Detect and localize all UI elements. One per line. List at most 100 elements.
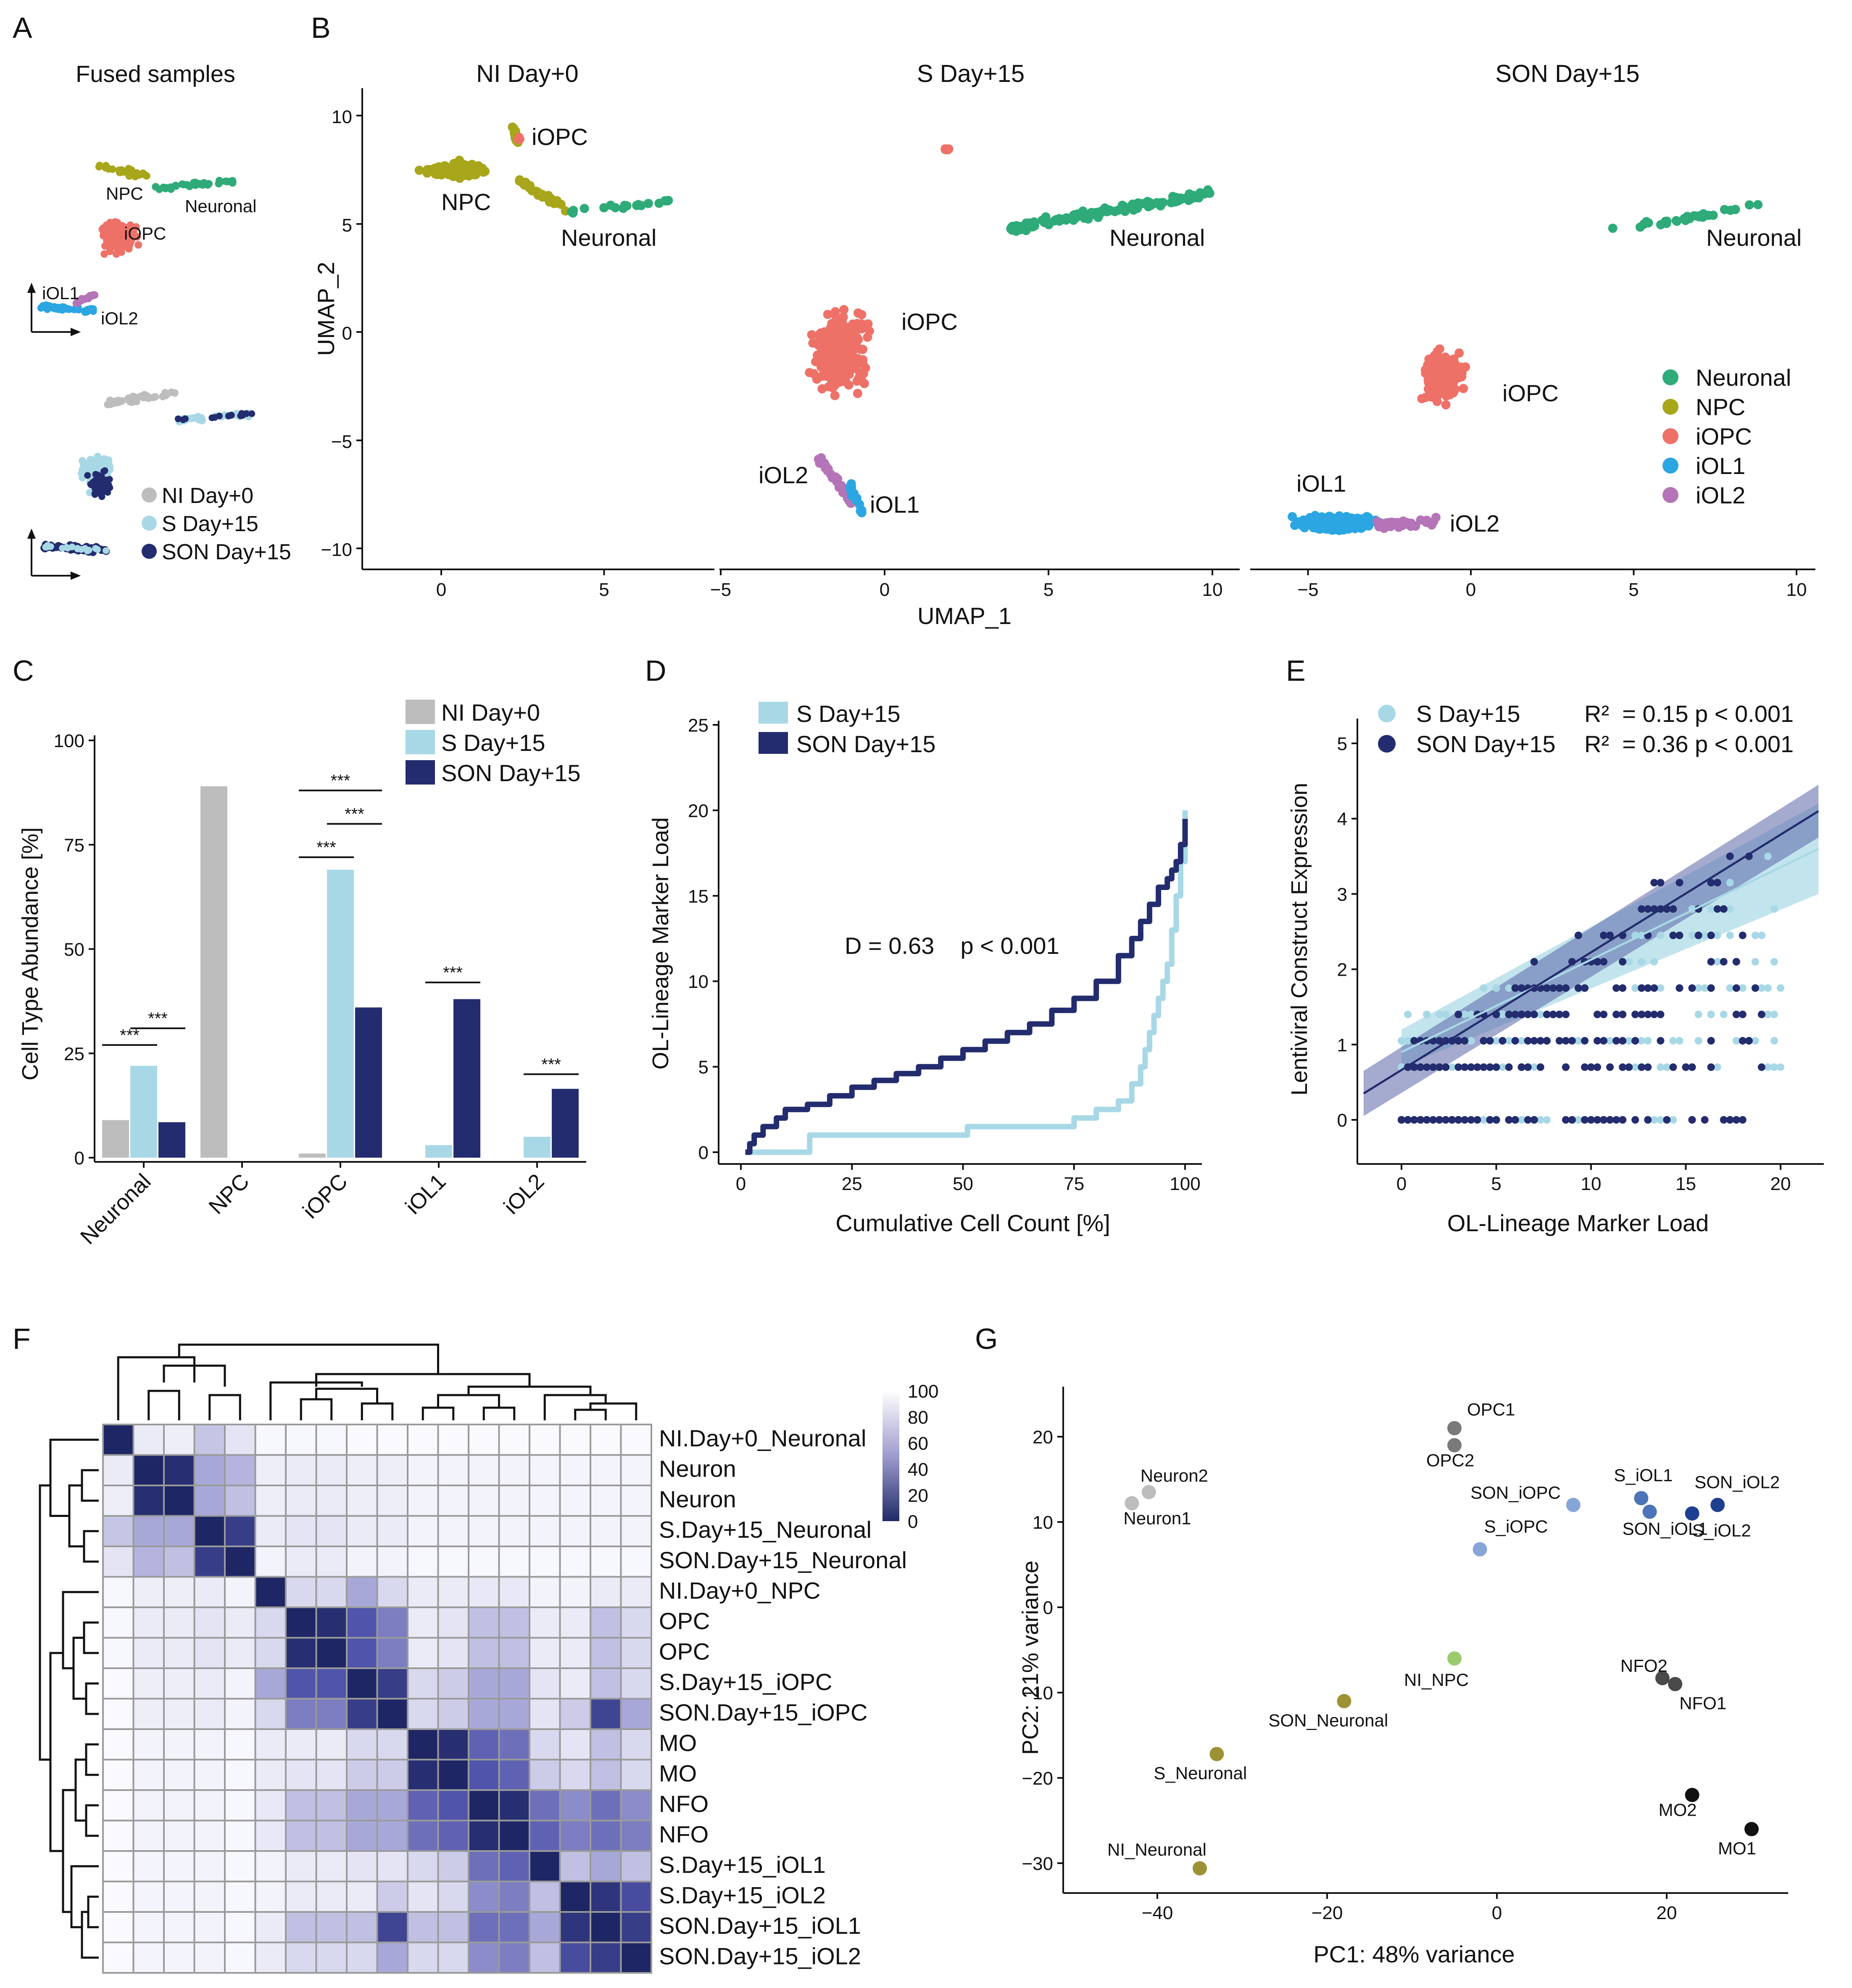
heatmap-cell — [407, 1819, 439, 1852]
scatter-point-son — [1707, 879, 1715, 887]
heatmap-cell — [193, 1728, 226, 1761]
scatter-point-son — [1581, 984, 1589, 992]
scatter-point-son — [1417, 1063, 1425, 1071]
umap-point-iol2 — [1431, 513, 1441, 522]
scatter-point-s — [1777, 984, 1784, 992]
umap-point-iol1 — [1362, 512, 1372, 521]
dendrogram-branch — [81, 1469, 99, 1502]
umap-point-s — [103, 457, 111, 465]
pca-point-son-neuronal — [1337, 1694, 1351, 1709]
scatter-point-son — [1732, 984, 1740, 992]
scatter-point-son — [1429, 1063, 1437, 1071]
umap-point-iol2 — [1388, 519, 1397, 529]
pca-point-s-neuronal — [1209, 1747, 1224, 1762]
scatter-point-son — [1530, 1116, 1538, 1124]
heatmap-cell — [315, 1637, 348, 1669]
heatmap-cell — [254, 1789, 287, 1822]
scatter-point-son — [1543, 1037, 1551, 1045]
heatmap-cell — [529, 1911, 561, 1943]
colorbar-tick-label: 80 — [908, 1407, 928, 1428]
heatmap-cell — [407, 1698, 439, 1730]
d-ytick-label: 10 — [688, 972, 709, 992]
xtick-label: 0 — [436, 579, 446, 600]
umap-point-iopc — [944, 144, 954, 154]
dendrogram-branch — [81, 1911, 99, 1959]
xtick-label: 5 — [1043, 579, 1054, 600]
heatmap-cell — [620, 1637, 652, 1669]
heatmap-cell — [559, 1546, 591, 1578]
legend-e: S Day+15 R² = 0.15 p < 0.001 SON Day+15 … — [1378, 700, 1794, 757]
scatter-point-s — [1517, 1116, 1525, 1124]
heatmap-cell — [468, 1911, 500, 1943]
scatter-point-s — [1530, 1063, 1538, 1071]
heatmap-row-label: NI.Day+0_Neuronal — [659, 1425, 866, 1451]
significance-label: *** — [316, 838, 336, 857]
heatmap-cell — [468, 1667, 500, 1700]
heatmap-row-label: SON.Day+15_iOL2 — [659, 1943, 861, 1970]
colorbar-tick-label: 0 — [908, 1511, 918, 1532]
heatmap-cell — [407, 1880, 439, 1913]
legend-stat-son-e: R² = 0.36 p < 0.001 — [1584, 731, 1794, 757]
heatmap-cell — [407, 1576, 439, 1608]
scatter-point-s — [1675, 1037, 1683, 1045]
colorbar-tick-label: 100 — [908, 1381, 938, 1402]
pca-label: S_iOL2 — [1692, 1521, 1751, 1540]
heatmap-cell — [193, 1515, 226, 1547]
heatmap-cell — [193, 1424, 226, 1456]
g-ytick-label: −10 — [1022, 1683, 1053, 1704]
c-ytick-label: 0 — [74, 1148, 84, 1169]
heatmap-cell — [163, 1576, 195, 1608]
ecdf-line-1 — [745, 819, 1188, 1155]
scatter-point-s — [1536, 1116, 1544, 1124]
heatmap-cell — [437, 1637, 469, 1669]
heatmap-cell — [163, 1850, 195, 1883]
heatmap-cell — [132, 1728, 165, 1761]
heatmap-cell — [224, 1911, 256, 1943]
dendrogram-branch — [437, 1394, 500, 1408]
umap-point-iopc — [807, 330, 817, 340]
heatmap-row-label: NI.Day+0_NPC — [659, 1577, 820, 1604]
dendrogram-branch — [208, 1394, 241, 1420]
umap-fused-clusters — [37, 161, 237, 316]
heatmap-cell — [620, 1454, 652, 1486]
umap-point-neuronal — [1022, 218, 1031, 228]
scatter-point-son — [1606, 932, 1614, 939]
umap-point-npc — [533, 190, 543, 200]
b2-label-neuronal: Neuronal — [1109, 224, 1205, 251]
scatter-point-son — [1480, 1063, 1488, 1071]
heatmap-cell — [468, 1819, 500, 1852]
scatter-point-s — [1764, 1063, 1772, 1071]
dendrogram-branch — [163, 1364, 226, 1387]
umap-point-iopc — [831, 312, 841, 321]
heatmap-cell — [285, 1789, 317, 1822]
panel-b-axes — [361, 88, 1815, 570]
heatmap-cell — [224, 1667, 256, 1700]
legend-label-s: S Day+15 — [162, 512, 258, 536]
scatter-point-s — [1505, 984, 1513, 992]
umap-point-npc — [128, 166, 136, 174]
umap-point-neuronal — [229, 178, 237, 186]
umap-point-neuronal — [663, 196, 672, 206]
scatter-point-son — [1429, 1037, 1437, 1045]
heatmap-row-label: S.Day+15_iOL1 — [659, 1851, 826, 1878]
d-xtick-label: 100 — [1170, 1174, 1200, 1194]
xtick-label: 0 — [1466, 579, 1476, 600]
umap-point-son — [248, 410, 256, 417]
heatmap-cell — [590, 1667, 622, 1700]
heatmap-cell — [407, 1485, 439, 1517]
scatter-point-s — [1701, 984, 1709, 992]
dendrogram-branch — [87, 1896, 99, 1928]
umap-point-neuronal — [1731, 205, 1740, 214]
scatter-point-son — [1701, 1116, 1709, 1124]
scatter-point-s — [1777, 1063, 1784, 1071]
heatmap-cell — [407, 1667, 439, 1700]
scatter-point-son — [1644, 984, 1652, 992]
umap-point-son — [84, 472, 91, 479]
heatmap-cell — [254, 1850, 287, 1883]
heatmap-cell — [468, 1941, 500, 1974]
pca-point-opc1 — [1447, 1421, 1462, 1435]
heatmap-cell — [315, 1606, 348, 1639]
scatter-point-son — [1562, 1037, 1570, 1045]
dendrogram-branch — [467, 1385, 592, 1395]
scatter-point-son — [1410, 1116, 1418, 1124]
